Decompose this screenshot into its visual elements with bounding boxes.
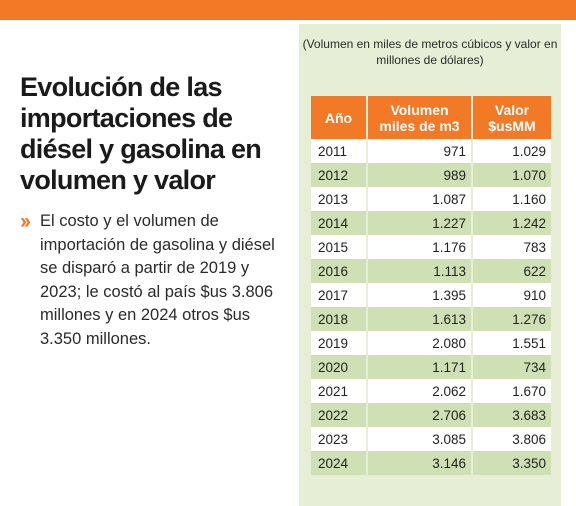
cell-volume: 989 (367, 163, 473, 187)
cell-value: 1.160 (472, 187, 551, 211)
cell-year: 2020 (311, 355, 368, 379)
table-header-row: Año Volumen miles de m3 Valor $usMM (311, 96, 551, 139)
article-body: ›› El costo y el volumen de importación … (20, 210, 290, 351)
double-chevron-right-icon: ›› (20, 210, 31, 233)
data-table-panel: (Volumen en miles de metros cúbicos y va… (299, 24, 561, 506)
article-column: Evolución de las importaciones de diésel… (20, 72, 290, 351)
cell-year: 2018 (311, 307, 368, 331)
cell-year: 2019 (311, 331, 368, 355)
table-row: 2022 2.706 3.683 (311, 403, 551, 427)
cell-value: 3.683 (472, 403, 551, 427)
cell-volume: 971 (367, 139, 473, 163)
table-row: 2014 1.227 1.242 (311, 211, 551, 235)
cell-value: 1.670 (472, 379, 551, 403)
table-row: 2011 971 1.029 (311, 139, 551, 163)
table-row: 2015 1.176 783 (311, 235, 551, 259)
cell-volume: 1.087 (367, 187, 473, 211)
table-row: 2024 3.146 3.350 (311, 451, 551, 475)
table-row: 2013 1.087 1.160 (311, 187, 551, 211)
table-row: 2012 989 1.070 (311, 163, 551, 187)
header-year: Año (311, 96, 368, 139)
cell-value: 1.242 (472, 211, 551, 235)
top-accent-bar (0, 0, 576, 20)
table-row: 2018 1.613 1.276 (311, 307, 551, 331)
cell-value: 3.806 (472, 427, 551, 451)
cell-volume: 3.085 (367, 427, 473, 451)
cell-volume: 1.227 (367, 211, 473, 235)
cell-year: 2024 (311, 451, 368, 475)
cell-year: 2013 (311, 187, 368, 211)
article-title: Evolución de las importaciones de diésel… (20, 72, 262, 195)
cell-year: 2022 (311, 403, 368, 427)
table-row: 2016 1.113 622 (311, 259, 551, 283)
cell-year: 2015 (311, 235, 368, 259)
cell-value: 1.276 (472, 307, 551, 331)
header-volume-line1: Volumen (390, 101, 449, 118)
cell-year: 2023 (311, 427, 368, 451)
table-body: 2011 971 1.029 2012 989 1.070 2013 1.087 1.160 20… (311, 139, 551, 475)
cell-volume: 1.613 (367, 307, 473, 331)
header-value: Valor $usMM (472, 96, 551, 139)
cell-volume: 2.706 (367, 403, 473, 427)
cell-year: 2016 (311, 259, 368, 283)
cell-value: 1.070 (472, 163, 551, 187)
cell-volume: 3.146 (367, 451, 473, 475)
cell-volume: 1.395 (367, 283, 473, 307)
header-volume: Volumen miles de m3 (367, 96, 473, 139)
cell-volume: 1.113 (367, 259, 473, 283)
cell-volume: 1.171 (367, 355, 473, 379)
header-value-line1: Valor (494, 101, 530, 118)
article-body-text: El costo y el volumen de importación de … (40, 212, 275, 348)
table-row: 2017 1.395 910 (311, 283, 551, 307)
cell-year: 2021 (311, 379, 368, 403)
cell-value: 1.551 (472, 331, 551, 355)
cell-year: 2017 (311, 283, 368, 307)
cell-year: 2011 (311, 139, 368, 163)
cell-value: 783 (472, 235, 551, 259)
header-volume-line2: miles de m3 (379, 117, 460, 134)
header-year-label: Año (324, 109, 353, 126)
cell-value: 910 (472, 283, 551, 307)
cell-value: 1.029 (472, 139, 551, 163)
cell-volume: 2.080 (367, 331, 473, 355)
data-table: Año Volumen miles de m3 Valor $usMM 2011 97… (311, 96, 551, 475)
table-row: 2020 1.171 734 (311, 355, 551, 379)
table-row: 2019 2.080 1.551 (311, 331, 551, 355)
table-row: 2023 3.085 3.806 (311, 427, 551, 451)
cell-value: 3.350 (472, 451, 551, 475)
table-row: 2021 2.062 1.670 (311, 379, 551, 403)
cell-value: 734 (472, 355, 551, 379)
cell-year: 2012 (311, 163, 368, 187)
table-note: (Volumen en miles de metros cúbicos y va… (302, 37, 558, 67)
cell-value: 622 (472, 259, 551, 283)
cell-volume: 2.062 (367, 379, 473, 403)
cell-year: 2014 (311, 211, 368, 235)
header-value-line2: $usMM (488, 117, 536, 134)
cell-volume: 1.176 (367, 235, 473, 259)
